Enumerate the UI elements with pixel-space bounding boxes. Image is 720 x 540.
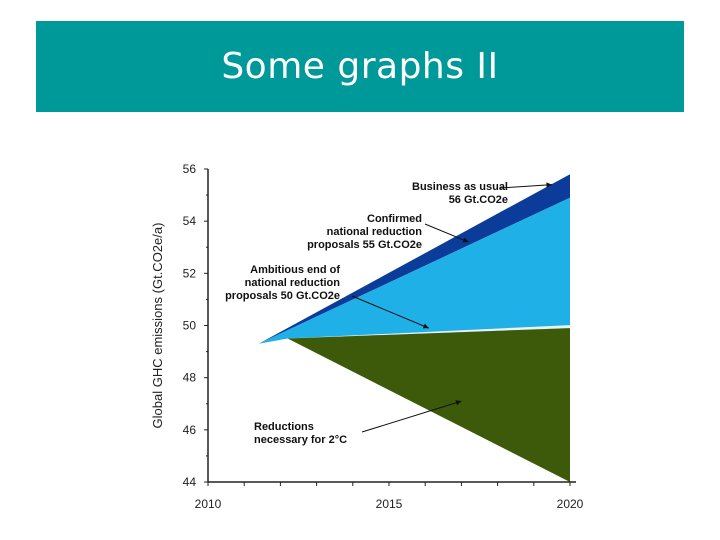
y-tick-label: 50 — [183, 319, 197, 333]
annotation-ambitious-line: Ambitious end of — [250, 264, 340, 276]
annotation-confirmed-line: national reduction — [327, 226, 423, 238]
slide-title: Some graphs II — [221, 46, 499, 87]
area-necessary-reductions — [287, 328, 570, 482]
y-tick-label: 44 — [183, 475, 197, 489]
annotation-ambitious-arrowhead — [422, 323, 429, 329]
annotation-bau-arrowhead — [546, 182, 552, 188]
y-tick-label: 56 — [183, 162, 197, 176]
chart-areas — [258, 174, 570, 482]
y-tick-label: 46 — [183, 423, 197, 437]
x-tick-label: 2015 — [376, 497, 403, 511]
annotation-ambitious-line: proposals 50 Gt.CO2e — [225, 290, 340, 302]
annotation-confirmed-line: Confirmed — [367, 213, 422, 225]
annotation-bau-line: Business as usual — [412, 181, 508, 193]
annotation-confirmed-arrow — [424, 223, 469, 243]
annotation-necessary-line: Reductions — [254, 421, 314, 433]
annotation-confirmed-arrowhead — [462, 237, 469, 243]
annotation-ambitious-arrow — [351, 295, 430, 329]
chart-axes: 44 46 48 50 52 54 56 2010 2015 2020 — [183, 162, 584, 511]
y-tick-label: 48 — [183, 371, 197, 385]
annotation-bau-line: 56 Gt.CO2e — [449, 194, 508, 206]
x-tick-label: 2020 — [557, 497, 584, 511]
x-tick-label: 2010 — [195, 497, 222, 511]
area-business-as-usual — [258, 174, 570, 344]
area-confirmed-reductions — [258, 197, 570, 344]
y-axis-title: Global GHC emissions (Gt.CO2e/a) — [150, 223, 165, 429]
annotation-confirmed-line: proposals 55 Gt.CO2e — [307, 239, 422, 251]
y-tick-label: 52 — [183, 266, 197, 280]
annotation-necessary-arrow — [361, 400, 462, 433]
annotation-ambitious-line: national reduction — [245, 277, 341, 289]
annotation-bau-arrow — [499, 184, 552, 189]
y-tick-label: 54 — [183, 214, 197, 228]
title-banner: Some graphs II — [36, 21, 684, 112]
area-ambitious-reductions — [287, 325, 570, 339]
annotation-necessary-line: necessary for 2°C — [254, 434, 347, 446]
annotation-necessary-arrowhead — [455, 400, 462, 406]
